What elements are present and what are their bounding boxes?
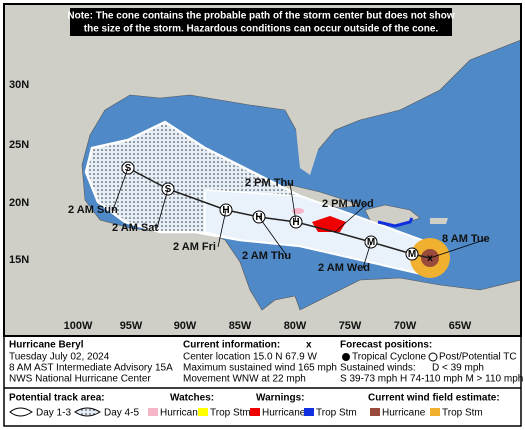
current-position: x	[427, 253, 433, 264]
depression-label: D < 39 mph	[432, 363, 484, 374]
day13-swatch	[9, 407, 33, 417]
watch-trop-label: Trop Stm	[210, 408, 251, 419]
leader-line	[289, 182, 297, 223]
land	[4, 4, 521, 336]
longitude-label: 75W	[339, 320, 362, 332]
categories-label: S 39-73 mph H 74-110 mph M > 110 mph	[340, 374, 523, 385]
wind-trop-swatch	[430, 408, 440, 416]
hurricane-watch	[292, 208, 304, 214]
latitude-label: 25N	[9, 139, 29, 151]
warning-hurricane-swatch	[250, 408, 260, 416]
day13-label: Day 1-3	[36, 408, 71, 419]
day45-swatch	[74, 407, 101, 417]
storm-name: Hurricane Beryl	[9, 340, 84, 351]
track-marker: H	[292, 217, 299, 228]
forecast-label: 2 PM Wed	[322, 198, 374, 210]
leader-line	[112, 167, 129, 211]
watch-hurricane-label: Hurricane	[160, 408, 204, 419]
post-icon	[428, 352, 438, 362]
longitude-label: 65W	[449, 320, 472, 332]
longitude-label: 100W	[64, 320, 93, 332]
latitude-label: 15N	[9, 254, 29, 266]
leader-line	[334, 203, 368, 233]
longitude-label: 70W	[394, 320, 417, 332]
puerto-rico	[430, 218, 448, 224]
leader-line	[429, 238, 488, 259]
forecast-label: 2 AM Sat	[112, 222, 158, 234]
warning-trop-swatch	[304, 408, 314, 416]
track-area-title: Potential track area:	[9, 393, 105, 404]
movement: Movement WNW at 22 mph	[183, 374, 306, 385]
wind-hurricane-swatch	[370, 408, 380, 416]
leader-line	[362, 241, 372, 269]
latitude-label: 30N	[9, 79, 29, 91]
day45-label: Day 4-5	[104, 408, 139, 419]
trop-storm-warning	[377, 217, 414, 228]
forecast-label: 2 AM Thu	[242, 250, 291, 262]
forecast-label: 2 AM Wed	[318, 262, 370, 274]
forecast-label: 2 AM Sun	[68, 204, 118, 216]
sustained-label: Sustained winds:	[340, 363, 416, 374]
post-label: Post/Potential TC	[439, 352, 517, 363]
forecast-label: 2 AM Fri	[173, 241, 216, 253]
note-box	[70, 8, 452, 36]
tropical-icon	[342, 353, 350, 361]
forecast-label: 8 AM Tue	[442, 233, 490, 245]
note-line: the size of the storm. Hazardous conditi…	[84, 24, 439, 35]
forecast-label: 2 PM Thu	[245, 177, 294, 189]
leader-line	[156, 188, 169, 229]
legend-border	[3, 335, 522, 427]
watch-hurricane-swatch	[148, 408, 158, 416]
wind-trop-label: Trop Stm	[442, 408, 483, 419]
warnings-title: Warnings:	[256, 393, 305, 404]
watch-trop-swatch	[198, 408, 208, 416]
source: NWS National Hurricane Center	[9, 374, 151, 385]
warning-hurricane-label: Hurricane	[262, 408, 306, 419]
track-marker: M	[408, 249, 416, 260]
florida	[296, 130, 318, 175]
advisory: 8 AM AST Intermediate Advisory 15A	[9, 363, 173, 374]
track-point	[405, 247, 419, 261]
longitude-label: 85W	[229, 320, 252, 332]
max-wind: Maximum sustained wind 165 mph	[183, 363, 337, 374]
wind-field-title: Current wind field estimate:	[368, 393, 500, 404]
note-line: Note: The cone contains the probable pat…	[67, 11, 454, 22]
current-title: Current information:	[183, 340, 280, 351]
longitude-label: 90W	[174, 320, 197, 332]
leader-line	[217, 209, 227, 248]
forecast-title: Forecast positions:	[340, 340, 432, 351]
tropical-label: Tropical Cyclone	[352, 352, 427, 363]
longitude-label: 80W	[284, 320, 307, 332]
wind-hurricane-label: Hurricane	[382, 408, 426, 419]
storm-date: Tuesday July 02, 2024	[9, 352, 110, 363]
leader-line	[258, 216, 288, 257]
center-location: Center location 15.0 N 67.9 W	[183, 352, 318, 363]
latitude-label: 20N	[9, 197, 29, 209]
warning-trop-label: Trop Stm	[316, 408, 357, 419]
longitude-label: 95W	[120, 320, 143, 332]
current-symbol: x	[306, 340, 312, 351]
watches-title: Watches:	[170, 393, 214, 404]
